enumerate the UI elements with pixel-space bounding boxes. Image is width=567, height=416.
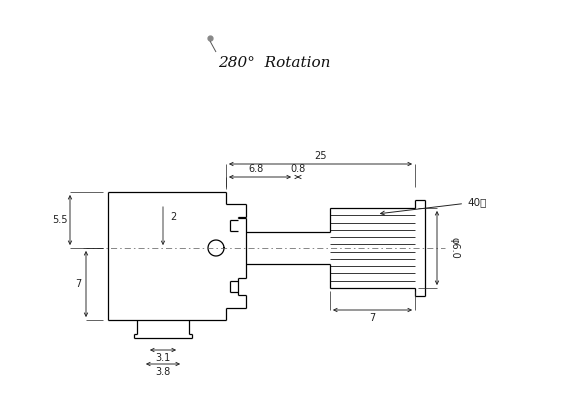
Text: 3.8: 3.8 <box>155 367 171 377</box>
Text: 5.5: 5.5 <box>52 215 67 225</box>
Text: 6.8: 6.8 <box>248 164 264 174</box>
Text: 25: 25 <box>314 151 327 161</box>
Text: 3.1: 3.1 <box>155 353 171 363</box>
Text: 2: 2 <box>170 212 176 222</box>
Text: 7: 7 <box>369 313 375 323</box>
Text: φ6.0: φ6.0 <box>450 237 460 259</box>
Text: 280°  Rotation: 280° Rotation <box>218 56 331 70</box>
Text: 7: 7 <box>75 279 81 289</box>
Text: 0.8: 0.8 <box>290 164 306 174</box>
Text: 40齿: 40齿 <box>380 197 486 215</box>
